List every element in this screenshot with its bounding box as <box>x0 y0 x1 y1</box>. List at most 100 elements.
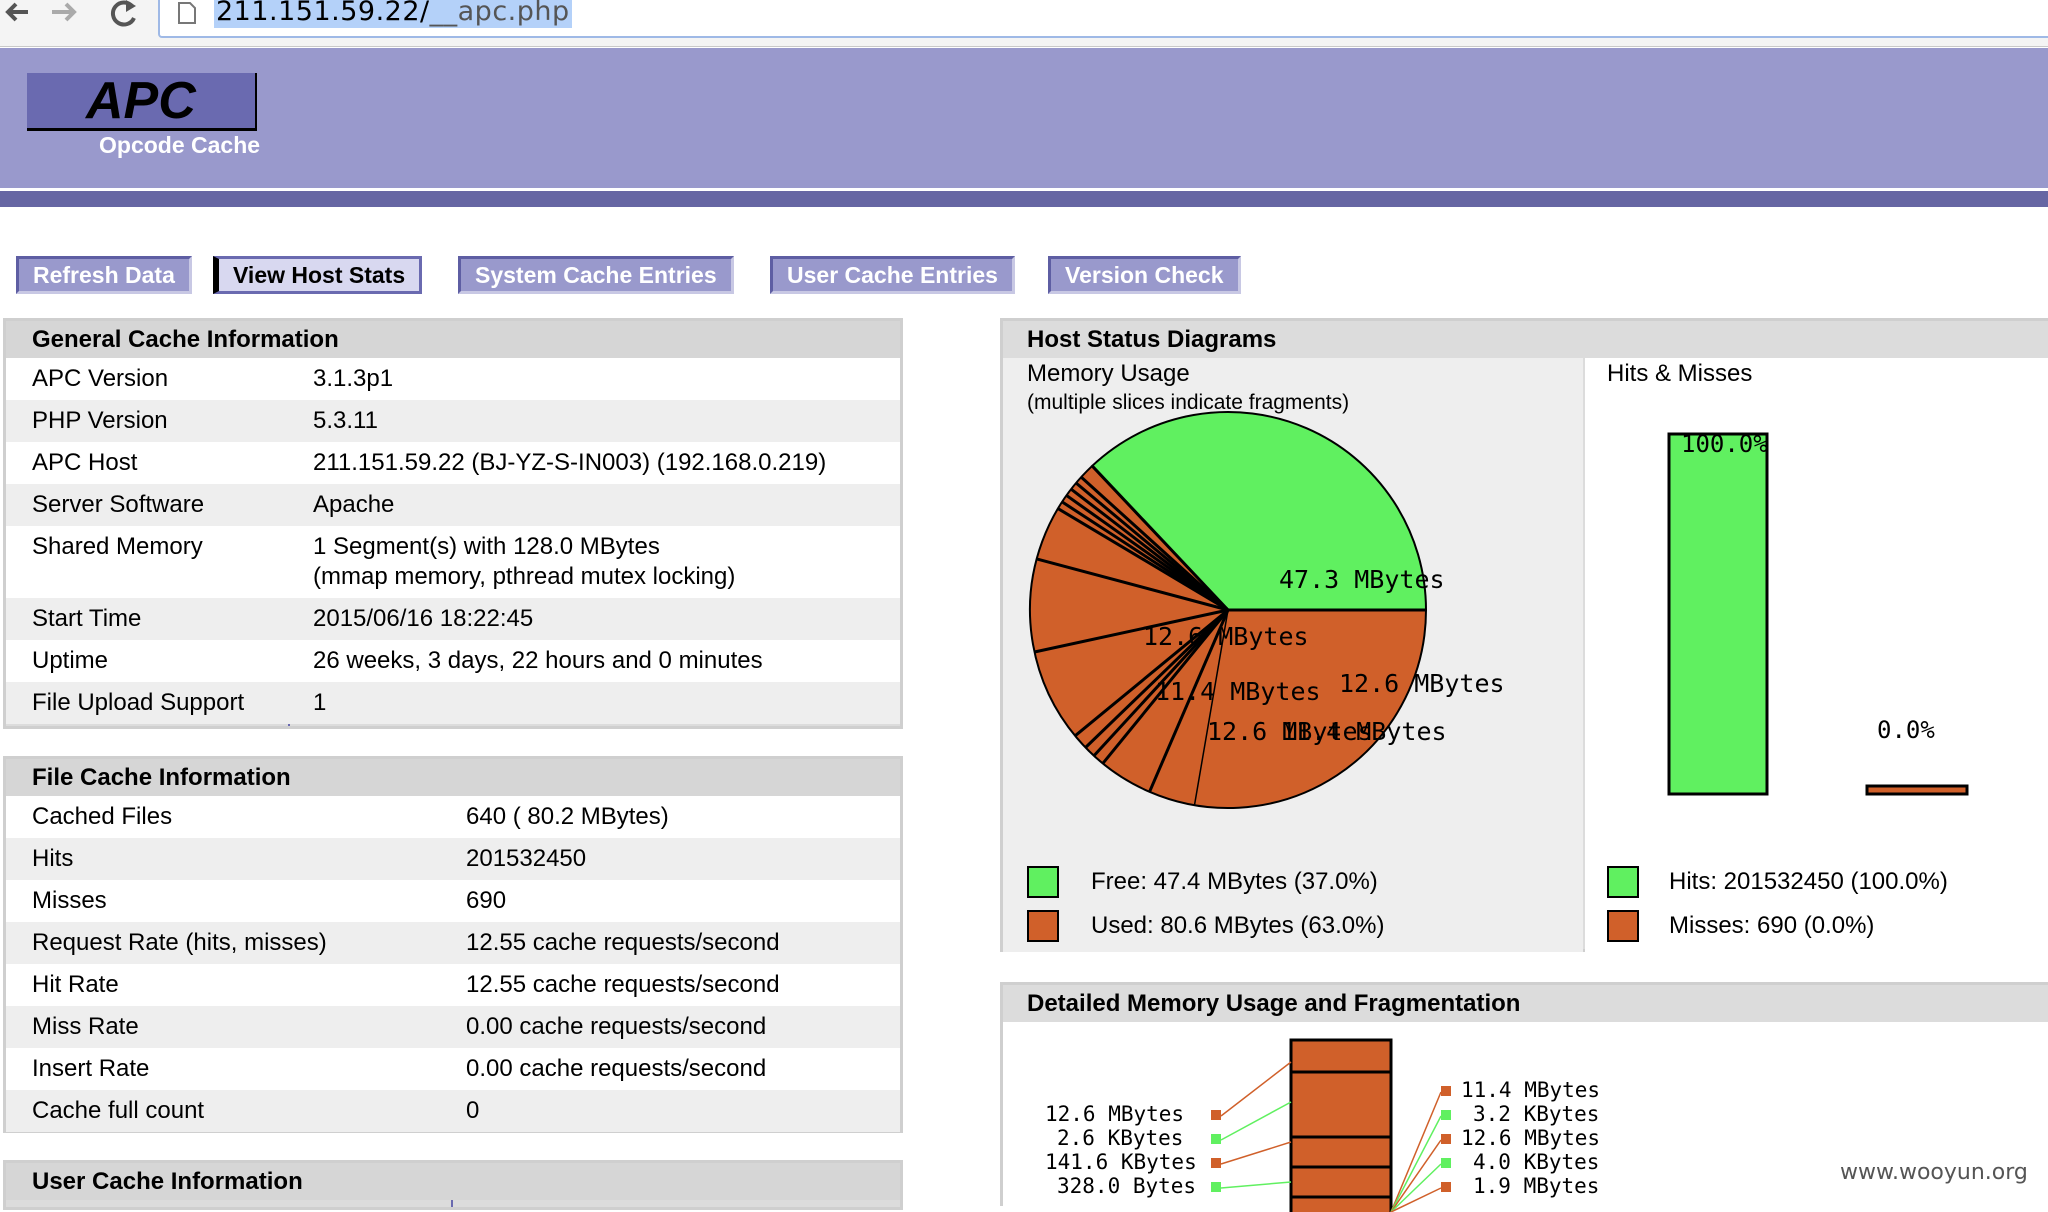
page-icon <box>178 2 196 24</box>
menu-refresh-data[interactable]: Refresh Data <box>16 256 192 294</box>
row-key: Cache full count <box>32 1097 205 1124</box>
frag-connector <box>1220 1101 1292 1141</box>
row-key: Insert Rate <box>32 1055 150 1082</box>
apc-logo-box <box>27 73 257 131</box>
table-row: Shared Memory 1 Segment(s) with 128.0 MB… <box>6 526 900 598</box>
frag-left-marker <box>1211 1110 1221 1120</box>
table-row: Start Time 2015/06/16 18:22:45 <box>6 598 900 640</box>
row-value: 201532450 <box>466 845 587 872</box>
header-bar <box>0 191 2048 207</box>
table-row: Insert Rate 0.00 cache requests/second <box>6 1048 900 1090</box>
forward-icon[interactable] <box>46 0 86 30</box>
row-key: Uptime <box>32 647 109 674</box>
table-row: Request Rate (hits, misses) 12.55 cache … <box>6 922 900 964</box>
menu-user-cache-entries[interactable]: User Cache Entries <box>770 256 1015 294</box>
pie-fragment-line <box>1101 609 1230 765</box>
table-row: Cache full count 0 <box>6 1090 900 1132</box>
pie-label: 12.6 MBytes <box>1339 669 1505 698</box>
table-row: File Upload Support 1 <box>6 682 900 724</box>
row-value: 2015/06/16 18:22:45 <box>313 605 534 632</box>
frag-right-marker <box>1441 1086 1451 1096</box>
back-icon[interactable] <box>0 0 40 30</box>
reload-icon[interactable] <box>106 0 146 30</box>
fragmentation-panel: Detailed Memory Usage and Fragmentation … <box>1000 982 2048 1212</box>
frag-right-marker <box>1441 1158 1451 1168</box>
table-row: PHP Version 5.3.11 <box>6 400 900 442</box>
memory-usage-note: (multiple slices indicate fragments) <box>1027 391 1350 414</box>
hits-legend-label: Hits: 201532450 (100.0%) <box>1669 868 1948 895</box>
host-status-panel: Host Status Diagrams Memory Usage (multi… <box>1000 318 2048 952</box>
frag-connector <box>1390 1163 1442 1212</box>
row-value: 3.1.3p1 <box>313 365 394 392</box>
row-value: 0.00 cache requests/second <box>466 1013 767 1040</box>
user-cache-title: User Cache Information <box>6 1163 900 1200</box>
fragment-bar <box>1289 1038 1393 1212</box>
browser-toolbar: 211.151.59.22/__apc.php <box>0 0 2048 47</box>
pie-fragment-line <box>1091 464 1230 612</box>
pie-slice-free <box>1090 411 1428 611</box>
row-key: Server Software <box>32 491 205 518</box>
table-row: Hit Rate 12.55 cache requests/second <box>6 964 900 1006</box>
frag-connector <box>1390 1091 1442 1212</box>
row-key: Hit Rate <box>32 971 119 998</box>
watermark: www.wooyun.org <box>1840 1160 2028 1185</box>
file-cache-panel: File Cache Information Cached Files 640 … <box>3 756 903 1133</box>
menu-version-check[interactable]: Version Check <box>1048 256 1241 294</box>
frag-connector <box>1390 1115 1442 1212</box>
frag-left-label: 2.6 KBytes <box>1057 1126 1183 1150</box>
table-row: Miss Rate 0.00 cache requests/second <box>6 1006 900 1048</box>
row-value: 26 weeks, 3 days, 22 hours and 0 minutes <box>313 647 763 674</box>
free-legend-label: Free: 47.4 MBytes (37.0%) <box>1091 868 1378 895</box>
frag-connector <box>1220 1141 1292 1165</box>
frag-right-marker <box>1441 1134 1451 1144</box>
row-value: 1 Segment(s) with 128.0 MBytes <box>313 533 660 560</box>
row-value: 12.55 cache requests/second <box>466 929 780 956</box>
frag-connector <box>1390 1139 1442 1212</box>
menu-view-host-stats[interactable]: View Host Stats <box>213 256 423 294</box>
menu-system-cache-entries[interactable]: System Cache Entries <box>458 256 734 294</box>
url-text[interactable]: 211.151.59.22/__apc.php <box>214 0 572 28</box>
table-row: Hits 201532450 <box>6 838 900 880</box>
frag-right-label: 4.0 KBytes <box>1473 1150 1599 1174</box>
file-cache-title: File Cache Information <box>6 759 900 796</box>
pie-label: 11.4 MBytes <box>1155 677 1321 706</box>
frag-right-label: 1.9 MBytes <box>1473 1174 1599 1198</box>
fragmentation-chart: 12.6 MBytes 2.6 KBytes 141.6 KBytes 328.… <box>1045 1038 1600 1212</box>
table-row: Misses 690 <box>6 880 900 922</box>
frag-connector <box>1220 1061 1292 1117</box>
hits-pct-label: 100.0% <box>1681 430 1768 458</box>
general-cache-panel: General Cache Information APC Version 3.… <box>3 318 903 729</box>
url-host: 211.151.59.22/ <box>216 0 430 27</box>
general-cache-title: General Cache Information <box>6 321 900 358</box>
memory-pie-chart: 47.3 MBytes 12.6 MBytes 11.4 MBytes 12.6… <box>1029 411 1505 809</box>
table-row: Cached Files 640 ( 80.2 MBytes) <box>6 796 900 838</box>
frag-connector <box>1220 1181 1292 1189</box>
memory-usage-title: Memory Usage <box>1027 360 1190 387</box>
address-bar[interactable]: 211.151.59.22/__apc.php <box>158 0 2048 38</box>
row-key: Misses <box>32 887 107 914</box>
pie-fragment-line <box>1092 608 1230 757</box>
table-row: Server Software Apache <box>6 484 900 526</box>
pie-fragment-line <box>1084 608 1230 749</box>
pie-fragment-line <box>1074 608 1229 737</box>
row-value: 12.55 cache requests/second <box>466 971 780 998</box>
frag-left-marker <box>1211 1182 1221 1192</box>
row-key: Cached Files <box>32 803 173 830</box>
row-key: APC Host <box>32 449 138 476</box>
row-key: File Upload Support <box>32 689 245 716</box>
apc-subtitle: Opcode Cache <box>99 132 261 158</box>
fragmentation-title: Detailed Memory Usage and Fragmentation <box>1027 990 1521 1017</box>
frag-left-label: 141.6 KBytes <box>1045 1150 1197 1174</box>
pie-fragment-line <box>1036 557 1229 612</box>
row-key: APC Version <box>32 365 169 392</box>
row-value: 640 ( 80.2 MBytes) <box>466 803 669 830</box>
hits-bar <box>1667 432 1769 796</box>
row-value: 211.151.59.22 (BJ-YZ-S-IN003) (192.168.0… <box>313 449 827 476</box>
hits-legend-swatch <box>1607 866 1639 898</box>
frag-right-label: 12.6 MBytes <box>1461 1126 1600 1150</box>
pie-fragment-line <box>1193 609 1229 806</box>
misses-bar <box>1865 784 1969 796</box>
apc-logo: APC <box>86 72 196 130</box>
hits-misses-title: Hits & Misses <box>1607 360 1753 387</box>
pie-label: 12.6 MBytes <box>1207 717 1373 746</box>
